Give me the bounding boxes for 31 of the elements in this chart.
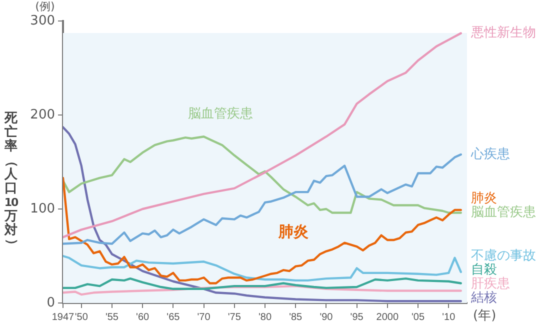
series-label: 肝疾患 xyxy=(471,276,510,292)
y-tick-label: 100 xyxy=(30,201,55,216)
x-tick-label: '55 xyxy=(105,312,119,323)
x-tick-label: '70 xyxy=(197,312,211,323)
series-label: 心疾患 xyxy=(470,146,510,162)
x-tick-label: '75 xyxy=(228,312,242,323)
text: 死亡率（人口10万対） xyxy=(4,111,19,252)
series-label: 脳血管疾患 xyxy=(471,205,536,220)
x-tick-label: '95 xyxy=(350,312,364,323)
annotation: 脳血管疾患 xyxy=(188,106,254,122)
x-tick-label: '10 xyxy=(442,312,456,323)
x-tick-label: '85 xyxy=(289,312,303,323)
series-label: 不慮の事故 xyxy=(471,248,536,264)
x-tick-label: '60 xyxy=(136,312,150,323)
series-label: 自殺 xyxy=(471,262,497,278)
series-label: 悪性新生物 xyxy=(470,26,536,41)
annotation: 肺炎 xyxy=(277,222,308,240)
y-tick-label: 200 xyxy=(30,107,55,122)
x-tick-label: '50 xyxy=(74,312,88,323)
text: (例) xyxy=(35,0,55,13)
y-tick-label: 0 xyxy=(46,295,55,310)
series-label: 肺炎 xyxy=(471,191,497,206)
series-label: 結核 xyxy=(470,290,497,306)
x-tick-label: 1947 xyxy=(52,312,75,323)
x-tick-label: '05 xyxy=(412,312,425,323)
x-tick-label: 2000 xyxy=(376,312,399,323)
x-tick-label: '80 xyxy=(258,312,272,323)
x-axis-title: (年) xyxy=(473,308,496,324)
x-tick-label: '65 xyxy=(166,312,180,323)
x-tick-label: '90 xyxy=(320,312,334,323)
y-tick-label: 300 xyxy=(30,13,55,28)
